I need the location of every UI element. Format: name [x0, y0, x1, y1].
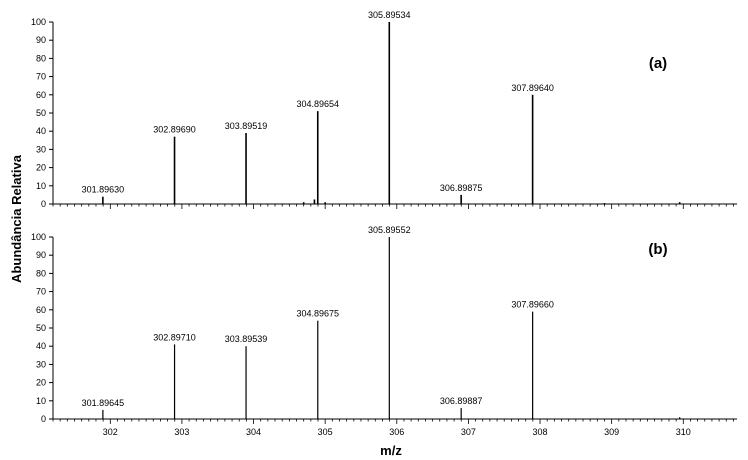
y-tick-label: 10: [36, 396, 46, 406]
y-tick-label: 90: [36, 250, 46, 260]
y-tick-label: 60: [36, 305, 46, 315]
peak-mz-label: 305.89534: [368, 10, 411, 20]
y-tick-label: 60: [36, 90, 46, 100]
y-tick-label: 10: [36, 181, 46, 191]
y-tick-label: 20: [36, 378, 46, 388]
y-tick-label: 70: [36, 287, 46, 297]
y-tick-label: 0: [41, 414, 46, 424]
peak-mz-label: 302.89710: [153, 332, 196, 342]
y-tick-label: 50: [36, 323, 46, 333]
y-tick-label: 100: [31, 232, 46, 242]
y-tick-label: 80: [36, 53, 46, 63]
y-tick-label: 30: [36, 359, 46, 369]
peak-mz-label: 301.89645: [82, 398, 125, 408]
x-tick-label: 304: [246, 427, 261, 437]
peak-mz-label: 304.89675: [296, 309, 339, 319]
x-axis-title: m/z: [380, 443, 402, 458]
peak-mz-label: 304.89654: [296, 99, 339, 109]
x-tick-label: 310: [676, 427, 691, 437]
y-tick-label: 30: [36, 144, 46, 154]
peak-mz-label: 305.89552: [368, 225, 411, 235]
peak-mz-label: 307.89660: [511, 300, 554, 310]
y-tick-label: 100: [31, 17, 46, 27]
y-tick-label: 70: [36, 72, 46, 82]
peak-mz-label: 307.89640: [511, 83, 554, 93]
y-axis-title: Abundância Relativa: [9, 154, 24, 283]
panel-label: (a): [649, 55, 667, 72]
x-tick-label: 308: [533, 427, 548, 437]
peak-mz-label: 306.89875: [440, 183, 483, 193]
spectrum-panel-a: 0 10 20 30 40 50 60 70 80 90 100 301.89630 302.89690…: [31, 10, 737, 209]
x-tick-label: 305: [318, 427, 333, 437]
x-tick-label: 302: [103, 427, 118, 437]
peak-mz-label: 302.89690: [153, 125, 196, 135]
x-tick-label: 309: [604, 427, 619, 437]
y-tick-label: 50: [36, 108, 46, 118]
peak-mz-label: 301.89630: [82, 185, 125, 195]
panel-label: (b): [648, 241, 667, 258]
y-tick-label: 90: [36, 35, 46, 45]
y-tick-label: 20: [36, 163, 46, 173]
peak-mz-label: 303.89519: [225, 121, 268, 131]
y-tick-label: 80: [36, 268, 46, 278]
y-tick-label: 40: [36, 341, 46, 351]
x-tick-label: 306: [389, 427, 404, 437]
y-tick-label: 40: [36, 126, 46, 136]
x-tick-label: 307: [461, 427, 476, 437]
y-tick-label: 0: [41, 199, 46, 209]
spectrum-panel-b: 0 10 20 30 40 50 60 70 80 90 100 302 303 304 305 306 307…: [31, 225, 737, 437]
x-tick-label: 303: [174, 427, 189, 437]
peak-mz-label: 303.89539: [225, 334, 268, 344]
peak-mz-label: 306.89887: [440, 396, 483, 406]
